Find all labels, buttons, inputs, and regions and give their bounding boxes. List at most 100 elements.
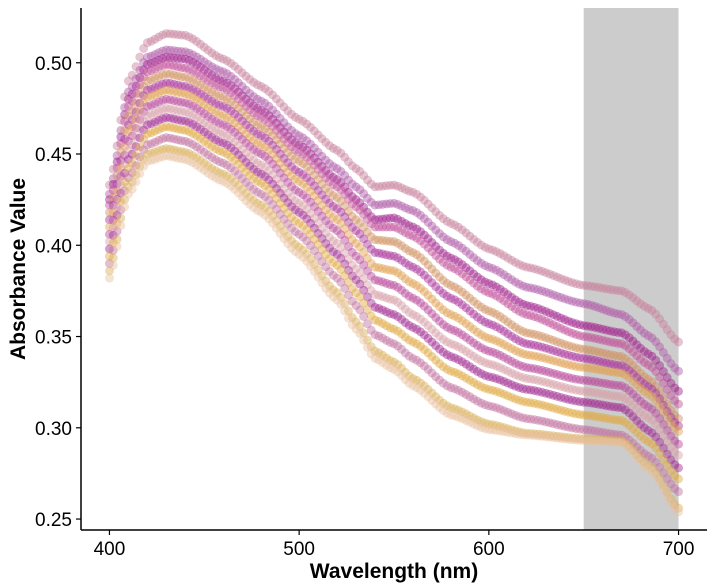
data-point <box>564 327 574 337</box>
data-point <box>359 328 369 338</box>
data-point <box>366 311 376 321</box>
data-point <box>404 277 414 287</box>
data-point <box>658 430 668 440</box>
data-point <box>643 460 653 470</box>
data-point <box>135 124 145 134</box>
data-point <box>135 98 145 108</box>
data-point <box>632 416 642 426</box>
data-point <box>192 142 202 152</box>
data-point <box>381 353 391 363</box>
data-point <box>624 408 634 418</box>
data-point <box>476 398 486 408</box>
data-point <box>617 352 627 362</box>
data-point <box>332 193 342 203</box>
data-point <box>332 260 342 270</box>
data-point <box>313 130 323 140</box>
data-point <box>613 380 623 390</box>
data-point <box>510 322 520 332</box>
data-point <box>465 231 475 241</box>
data-point <box>658 480 668 490</box>
data-point <box>431 298 441 308</box>
data-point <box>571 385 581 395</box>
x-axis-title: Wavelength (nm) <box>310 560 478 583</box>
data-point <box>196 89 206 99</box>
data-point <box>275 139 285 149</box>
data-point <box>287 109 297 119</box>
data-point <box>214 146 224 156</box>
data-point <box>378 358 388 368</box>
data-point <box>226 97 236 107</box>
data-point <box>499 364 509 374</box>
data-point <box>275 130 285 140</box>
data-point <box>522 282 532 292</box>
data-point <box>347 296 357 306</box>
data-point <box>306 229 316 239</box>
data-point <box>564 276 574 286</box>
data-point <box>154 48 164 58</box>
data-point <box>188 34 198 44</box>
data-point <box>233 78 243 88</box>
data-point <box>556 432 566 442</box>
data-point <box>419 256 429 266</box>
data-point <box>647 305 657 315</box>
data-point <box>192 113 202 123</box>
data-point <box>389 357 399 367</box>
data-point <box>268 179 278 189</box>
data-point <box>670 383 680 393</box>
data-point <box>480 304 490 314</box>
data-point <box>594 303 604 313</box>
data-point <box>412 355 422 365</box>
data-point <box>370 330 380 340</box>
data-point <box>104 273 114 283</box>
data-point <box>188 101 198 111</box>
data-point <box>169 123 179 133</box>
series-group <box>104 52 684 396</box>
data-point <box>423 199 433 209</box>
data-point <box>416 267 426 277</box>
data-point <box>370 315 380 325</box>
data-point <box>256 207 266 217</box>
data-point <box>438 320 448 330</box>
data-point <box>582 281 592 291</box>
data-point <box>431 225 441 235</box>
data-point <box>161 60 171 70</box>
data-point <box>161 29 171 39</box>
data-point <box>442 235 452 245</box>
data-point <box>598 304 608 314</box>
data-point <box>548 320 558 330</box>
data-point <box>571 435 581 445</box>
series-group <box>104 85 684 436</box>
data-point <box>579 386 589 396</box>
data-point <box>306 218 316 228</box>
data-point <box>135 133 145 143</box>
data-point <box>112 202 122 212</box>
data-point <box>556 293 566 303</box>
data-point <box>362 227 372 237</box>
data-point <box>180 72 190 82</box>
data-point <box>647 333 657 343</box>
data-point <box>306 241 316 251</box>
data-point <box>287 212 297 222</box>
data-point <box>245 152 255 162</box>
data-point <box>541 388 551 398</box>
data-point <box>104 259 114 269</box>
data-point <box>594 365 604 375</box>
data-point <box>283 147 293 157</box>
data-point <box>571 361 581 371</box>
data-point <box>526 374 536 384</box>
data-point <box>355 321 365 331</box>
data-point <box>336 185 346 195</box>
data-point <box>628 376 638 386</box>
data-point <box>222 122 232 132</box>
data-point <box>135 169 145 179</box>
data-point <box>453 257 463 267</box>
data-point <box>328 247 338 257</box>
data-point <box>256 140 266 150</box>
data-point <box>203 130 213 140</box>
data-point <box>321 155 331 165</box>
data-point <box>283 122 293 132</box>
data-point <box>472 272 482 282</box>
data-point <box>567 433 577 443</box>
data-point <box>446 366 456 376</box>
data-point <box>416 314 426 324</box>
